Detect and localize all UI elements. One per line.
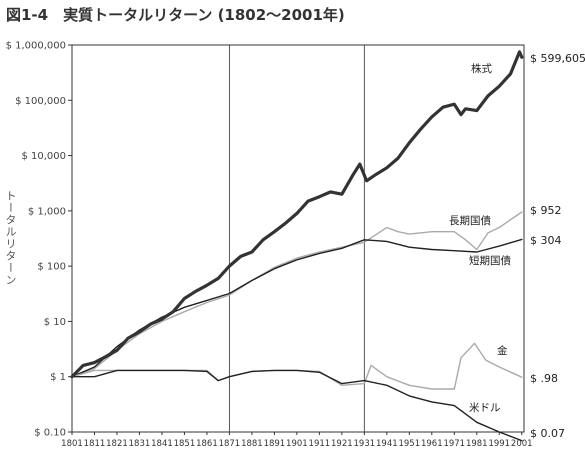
x-tick-label: 1971 <box>443 439 465 449</box>
x-tick-label: 1851 <box>174 439 196 449</box>
series-label-dollar: 米ドル <box>469 401 501 414</box>
series-label-gold: 金 <box>497 344 508 357</box>
series-label-bills: 短期国債 <box>469 254 511 267</box>
x-tick-label: 1831 <box>129 439 151 449</box>
end-value-gold: $ .98 <box>530 372 558 385</box>
x-tick-label: 1881 <box>241 439 263 449</box>
y-tick-label: $ 10 <box>44 317 66 328</box>
x-tick-label: 2001 <box>511 439 533 449</box>
plot-frame <box>71 44 525 433</box>
x-tick-label: 1811 <box>84 439 106 449</box>
x-tick-label: 1981 <box>466 439 488 449</box>
x-tick-label: 1821 <box>106 439 128 449</box>
end-value-dollar: $ 0.07 <box>530 427 565 440</box>
end-value-stocks: $ 599,605 <box>530 52 585 65</box>
series-label-long-bonds: 長期国債 <box>449 214 491 227</box>
x-tick-label: 1861 <box>196 439 218 449</box>
y-tick-label: $ 1,000 <box>28 206 66 217</box>
end-value-bills: $ 304 <box>530 234 562 247</box>
x-tick-label: 1871 <box>219 439 241 449</box>
series-line-stocks <box>70 50 524 379</box>
x-tick-label: 1921 <box>331 439 353 449</box>
series-line-long-bonds <box>71 211 523 378</box>
x-tick-label: 1901 <box>286 439 308 449</box>
y-tick-label: $ 0.10 <box>34 428 66 439</box>
x-tick-label: 1801 <box>61 439 83 449</box>
series-line-dollar <box>71 369 523 442</box>
y-tick-label: $ 100 <box>37 262 66 273</box>
x-tick-label: 1931 <box>354 439 376 449</box>
series-label-stocks: 株式 <box>471 62 492 75</box>
series-line-gold <box>71 342 523 390</box>
y-tick-label: $ 10,000 <box>21 151 66 162</box>
y-axis-label: トータルリターン <box>4 190 17 286</box>
y-tick-label: $ 1 <box>50 372 66 383</box>
x-tick-label: 1941 <box>376 439 398 449</box>
y-tick-label: $ 1,000,000 <box>6 41 66 52</box>
chart-title: 図1-4 実質トータルリターン (1802～2001年) <box>6 6 345 24</box>
y-tick-label: $ 100,000 <box>15 96 66 107</box>
x-tick-label: 1911 <box>309 439 331 449</box>
series-line-bills <box>71 238 523 378</box>
x-tick-label: 1991 <box>488 439 510 449</box>
x-tick-label: 1891 <box>264 439 286 449</box>
x-tick-label: 1841 <box>151 439 173 449</box>
x-tick-label: 1961 <box>421 439 443 449</box>
x-tick-label: 1951 <box>398 439 420 449</box>
end-value-long-bonds: $ 952 <box>530 204 562 217</box>
